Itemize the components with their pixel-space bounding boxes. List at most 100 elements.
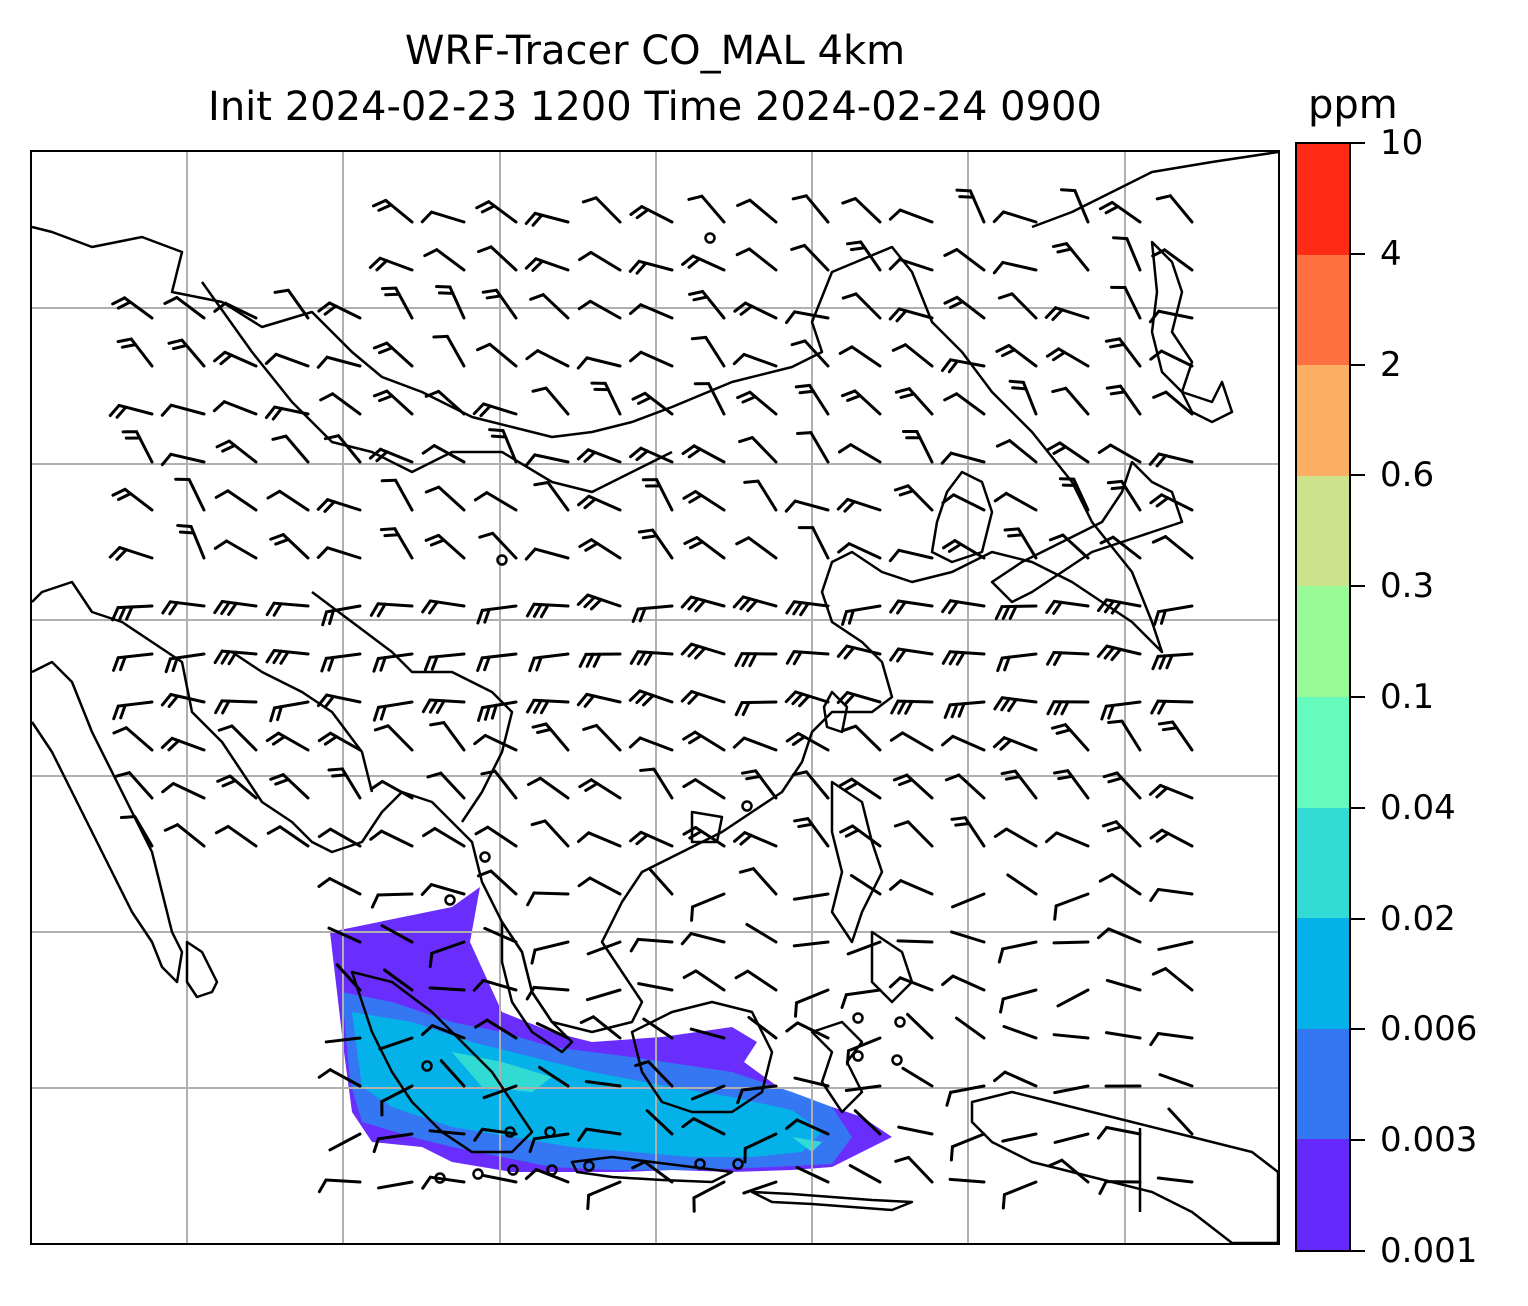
wind-barb	[1053, 1132, 1090, 1144]
wind-barb	[940, 451, 986, 465]
colorbar-tick	[1351, 142, 1365, 144]
wind-barb	[888, 976, 934, 992]
wind-barb	[370, 892, 414, 909]
wind-barb	[1151, 652, 1194, 671]
wind-barb	[846, 940, 882, 956]
wind-barb	[264, 405, 310, 421]
wind-barb	[948, 1177, 986, 1184]
wind-barb	[161, 782, 206, 800]
wind-barb	[213, 649, 258, 666]
wind-barb	[641, 478, 674, 512]
wind-barb	[108, 546, 154, 561]
wind-barb	[264, 352, 310, 368]
wind-barb	[1097, 443, 1142, 464]
wind-barb	[317, 1178, 362, 1194]
wind-barb	[578, 250, 622, 272]
wind-barb	[324, 1036, 362, 1044]
coastline-segment	[231, 650, 374, 793]
wind-barb	[1106, 479, 1142, 512]
wind-barb	[687, 194, 726, 224]
wind-barb	[849, 874, 882, 896]
colorbar-tick	[1351, 363, 1365, 366]
wind-barb	[476, 342, 518, 368]
wind-barb	[423, 248, 466, 272]
wind-barb	[538, 1065, 570, 1088]
wind-barb	[896, 939, 934, 944]
wind-barb	[578, 778, 622, 800]
coastline-segment	[32, 225, 1164, 1034]
wind-barb	[213, 539, 258, 560]
wind-barb	[950, 930, 986, 944]
wind-barb	[736, 1084, 778, 1105]
wind-barb	[316, 498, 362, 513]
wind-barb	[421, 698, 466, 714]
wind-barb	[526, 891, 570, 907]
calm-wind-marker	[504, 1126, 516, 1138]
wind-barb	[993, 827, 1038, 848]
wind-barb	[590, 381, 622, 416]
wind-barb	[901, 429, 934, 464]
wind-barb	[214, 489, 258, 512]
wind-barb	[424, 389, 466, 416]
wind-barb	[116, 337, 154, 368]
wind-barb	[845, 1036, 882, 1066]
wind-barb	[743, 479, 778, 512]
calm-wind-marker	[496, 554, 508, 566]
wind-barb	[631, 1160, 674, 1184]
wind-barb	[213, 350, 258, 368]
wind-barb	[943, 392, 986, 416]
colorbar-segment	[1297, 918, 1349, 1029]
colorbar-tick	[1351, 252, 1365, 255]
wind-barb	[889, 879, 934, 896]
wind-barb	[422, 826, 466, 848]
wind-barb	[586, 940, 622, 956]
wind-barb	[629, 446, 674, 464]
wind-barb	[790, 339, 830, 368]
wind-barb	[474, 1018, 518, 1040]
wind-barb	[1098, 873, 1142, 896]
wind-barb	[121, 430, 154, 464]
wind-barb	[1053, 1084, 1090, 1095]
wind-barb	[111, 604, 154, 622]
wind-barb	[1149, 1032, 1194, 1047]
wind-barb	[628, 303, 674, 320]
wind-barb	[530, 940, 570, 965]
coastline-segment	[830, 780, 884, 944]
wind-barb	[214, 699, 258, 715]
wind-barb	[841, 604, 882, 626]
wind-barb	[577, 1127, 622, 1142]
wind-barb	[733, 301, 778, 320]
wind-barb	[839, 824, 882, 848]
wind-barb	[949, 1132, 986, 1162]
wind-barb	[1008, 379, 1038, 416]
wind-barb	[681, 1117, 726, 1136]
wind-barb	[637, 528, 674, 560]
wind-barb	[740, 769, 778, 800]
wind-barb	[889, 599, 934, 615]
wind-barb	[996, 652, 1038, 673]
wind-barb	[1158, 1073, 1194, 1088]
wind-barb	[629, 350, 674, 368]
wind-barb	[993, 1070, 1038, 1088]
wind-barb	[582, 723, 622, 752]
coastline-segment	[1180, 380, 1234, 424]
wind-barb	[997, 292, 1038, 320]
wind-barb	[1044, 831, 1090, 848]
wind-barb	[371, 198, 414, 224]
wind-barb	[785, 650, 830, 666]
wind-barb	[426, 771, 466, 800]
wind-barb	[785, 1118, 830, 1136]
calm-wind-marker	[434, 1172, 446, 1184]
wind-barb	[893, 820, 934, 848]
wind-barb	[790, 243, 830, 272]
wind-barb	[525, 602, 570, 619]
wind-barb	[420, 1024, 466, 1040]
wind-barb	[531, 722, 570, 752]
wind-barb	[317, 301, 362, 320]
wind-barb	[378, 1036, 414, 1051]
wind-barb	[894, 1155, 934, 1184]
wind-barb	[628, 259, 674, 275]
wind-barb	[1045, 347, 1090, 368]
wind-barb	[841, 197, 882, 224]
wind-barb	[163, 296, 206, 320]
